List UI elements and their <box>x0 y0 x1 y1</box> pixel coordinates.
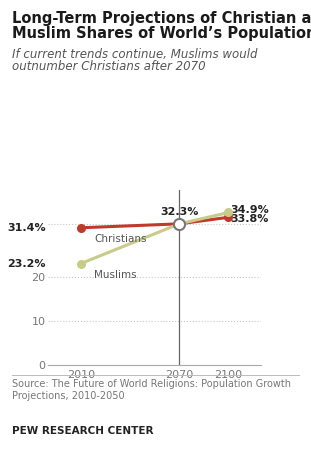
Text: 31.4%: 31.4% <box>7 223 46 233</box>
Text: PEW RESEARCH CENTER: PEW RESEARCH CENTER <box>12 426 154 436</box>
Text: Muslim Shares of World’s Population: Muslim Shares of World’s Population <box>12 26 311 41</box>
Text: 34.9%: 34.9% <box>230 205 269 215</box>
Text: outnumber Christians after 2070: outnumber Christians after 2070 <box>12 60 206 73</box>
Text: 32.3%: 32.3% <box>160 207 198 217</box>
Text: 23.2%: 23.2% <box>7 259 46 269</box>
Text: If current trends continue, Muslims would: If current trends continue, Muslims woul… <box>12 48 258 61</box>
Text: Source: The Future of World Religions: Population Growth
Projections, 2010-2050: Source: The Future of World Religions: P… <box>12 379 291 401</box>
Text: 33.8%: 33.8% <box>230 214 268 225</box>
Text: Christians: Christians <box>94 234 146 244</box>
Text: Muslims: Muslims <box>94 270 137 280</box>
Text: Long-Term Projections of Christian and: Long-Term Projections of Christian and <box>12 11 311 26</box>
